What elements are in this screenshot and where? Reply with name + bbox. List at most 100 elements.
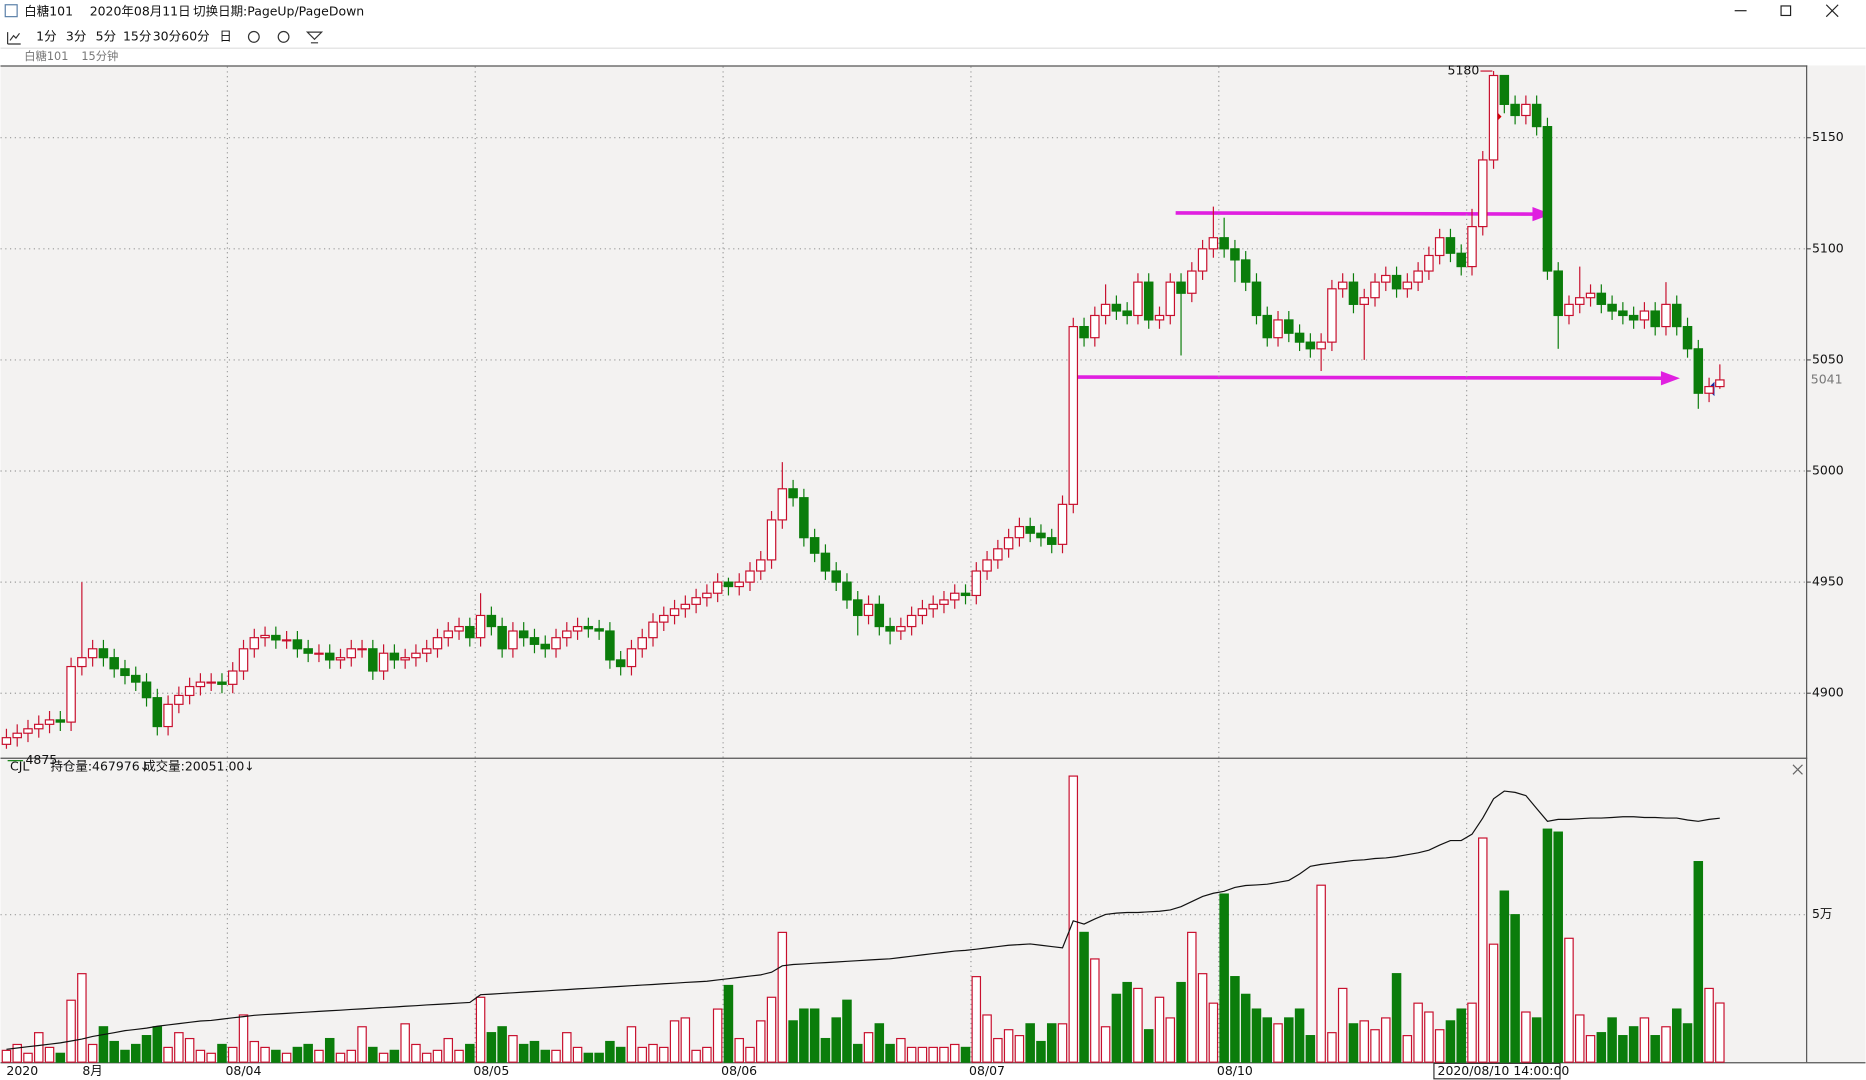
volume-bar xyxy=(1381,1017,1391,1063)
volume-bar xyxy=(1014,1035,1025,1063)
candle-body xyxy=(766,519,777,561)
period-button[interactable]: 30分 xyxy=(153,28,181,43)
volume-bar xyxy=(432,1049,443,1063)
candle-body xyxy=(195,681,206,688)
candle-body xyxy=(120,668,130,677)
candle-body xyxy=(939,599,949,605)
crosshair-label-box xyxy=(1433,1062,1561,1080)
candle-body xyxy=(1003,537,1014,550)
candle-body xyxy=(1381,274,1391,283)
volume-bar xyxy=(1316,884,1326,1063)
volume-bar xyxy=(303,1043,313,1063)
chart-type-button[interactable] xyxy=(7,32,21,45)
candle-body xyxy=(1564,303,1574,317)
volume-bar xyxy=(1230,976,1240,1063)
candle-body xyxy=(1445,237,1456,254)
volume-bar xyxy=(874,1023,885,1063)
volume-bar xyxy=(766,996,777,1063)
volume-bar xyxy=(1133,987,1143,1063)
candle-body xyxy=(1639,310,1650,321)
volume-bar xyxy=(1046,1023,1057,1063)
volume-bar xyxy=(141,1035,152,1063)
volume-bar xyxy=(788,1020,798,1063)
volume-bar xyxy=(637,1046,647,1063)
volume-bar xyxy=(1391,973,1402,1063)
pane-close[interactable] xyxy=(1792,764,1803,775)
restore-button[interactable] xyxy=(1780,5,1792,17)
volume-bar xyxy=(324,1037,335,1063)
candle-body xyxy=(163,703,173,728)
volume-bar xyxy=(1068,775,1079,1063)
volume-bar xyxy=(982,1014,992,1063)
volume-bar xyxy=(1478,837,1488,1063)
volume-bar xyxy=(1445,1020,1456,1063)
window-title: 白糖101 xyxy=(24,3,73,18)
candle-body xyxy=(1057,503,1068,545)
candle-body xyxy=(1531,103,1542,128)
candle-body xyxy=(206,681,216,684)
candle-body xyxy=(454,625,464,632)
pane-legend: 持仓量:467976↓ xyxy=(50,759,150,774)
candle-body xyxy=(637,637,647,650)
volume-bar xyxy=(842,999,852,1063)
volume-bar xyxy=(852,1043,863,1063)
candle-body xyxy=(508,630,518,650)
candle-body xyxy=(432,637,443,650)
magenta-arrow xyxy=(1175,206,1552,222)
candle-body xyxy=(1424,254,1434,272)
candle-body xyxy=(1208,237,1219,250)
zoom-out-button[interactable] xyxy=(277,30,290,43)
candle-body xyxy=(1596,292,1607,305)
volume-bar xyxy=(227,1046,238,1063)
volume-bar xyxy=(44,1046,55,1063)
volume-bar xyxy=(1618,1035,1628,1063)
candle-body xyxy=(702,592,712,599)
volume-bar xyxy=(583,1052,594,1063)
volume-bar xyxy=(184,1037,195,1063)
candle-body xyxy=(303,648,313,654)
candle-body xyxy=(34,723,44,730)
volume-bar xyxy=(1003,1029,1014,1063)
close-button[interactable] xyxy=(1825,4,1839,18)
volume-bar xyxy=(799,1008,809,1063)
candle-body xyxy=(831,570,841,583)
period-button[interactable]: 15分 xyxy=(123,28,151,43)
reset-button[interactable] xyxy=(305,31,324,44)
candle-body xyxy=(1704,385,1714,394)
candle-body xyxy=(777,488,788,521)
candle-body xyxy=(174,694,184,705)
candle-body xyxy=(497,625,507,650)
volume-bar xyxy=(1682,1023,1693,1063)
period-button[interactable]: 日 xyxy=(219,28,231,43)
candle-body xyxy=(475,614,486,639)
candle-body xyxy=(249,637,260,650)
period-button[interactable]: 60分 xyxy=(181,28,209,43)
volume-bar xyxy=(1650,1035,1660,1063)
candle-body xyxy=(712,581,723,594)
period-button[interactable]: 3分 xyxy=(66,28,86,43)
volume-bar xyxy=(292,1046,303,1063)
candle-body xyxy=(1165,281,1176,317)
volume-bar xyxy=(1359,1020,1369,1063)
volume-bar xyxy=(1370,1029,1380,1063)
candle-body xyxy=(648,621,658,639)
candle-body xyxy=(1575,297,1585,305)
candle-body xyxy=(1521,103,1531,117)
candle-body xyxy=(852,599,863,617)
volume-bar xyxy=(1122,981,1132,1063)
volume-bar xyxy=(346,1049,357,1063)
candle-body xyxy=(389,652,400,661)
candle-body xyxy=(152,697,163,728)
period-button[interactable]: 1分 xyxy=(36,28,56,43)
volume-bar xyxy=(260,1046,270,1063)
volume-bar xyxy=(1251,1008,1262,1063)
volume-bar xyxy=(1402,1035,1413,1063)
volume-bar xyxy=(820,1037,831,1063)
candle-body xyxy=(1187,270,1197,294)
zoom-in-button[interactable] xyxy=(247,30,260,43)
candle-body xyxy=(1251,281,1262,317)
volume-bar xyxy=(400,1023,410,1063)
volume-bar xyxy=(1413,1002,1423,1063)
period-button[interactable]: 5分 xyxy=(96,28,116,43)
volume-bar xyxy=(734,1037,744,1063)
